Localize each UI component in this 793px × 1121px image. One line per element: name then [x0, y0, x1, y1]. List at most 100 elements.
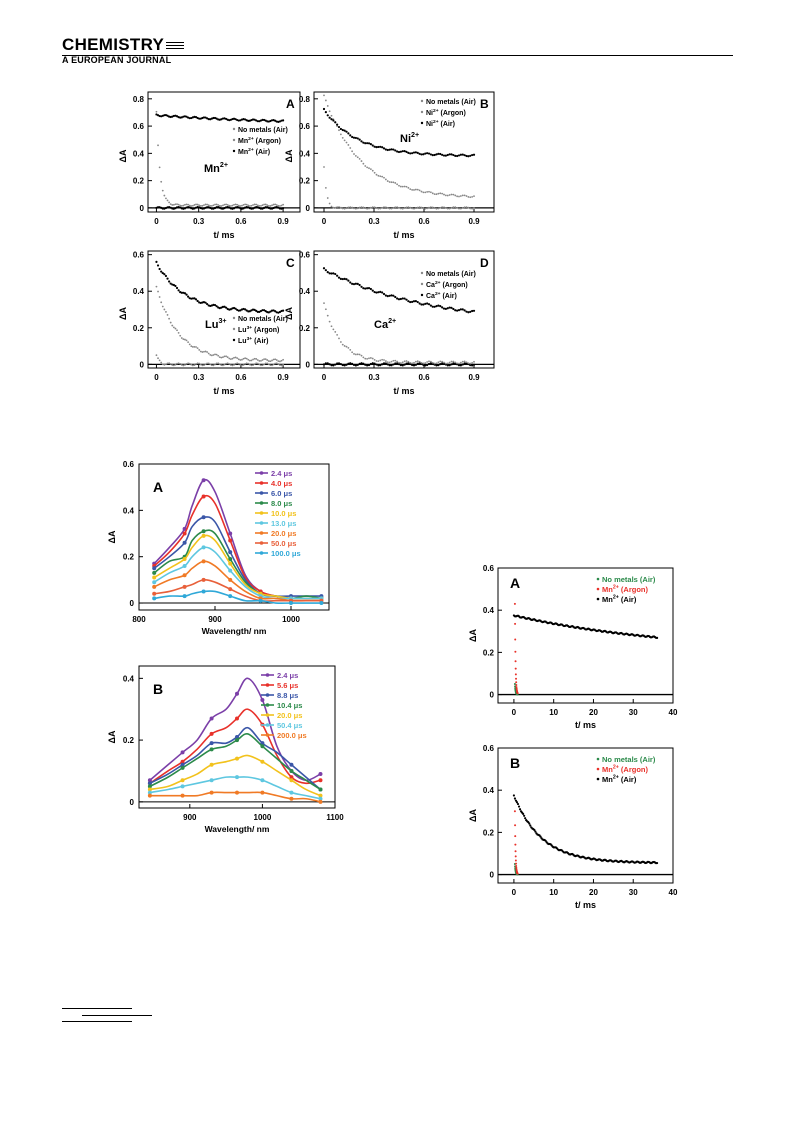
data-point: [418, 189, 421, 192]
data-point: [158, 296, 161, 298]
data-point: [416, 362, 419, 365]
data-point: [426, 302, 429, 305]
series-marker: [289, 601, 293, 606]
data-point: [461, 194, 464, 197]
data-point: [337, 125, 341, 129]
legend-marker: [259, 481, 264, 485]
data-point: [202, 116, 206, 119]
series-marker: [182, 584, 187, 589]
data-point: [349, 147, 352, 149]
data-point: [324, 111, 327, 114]
data-point: [467, 362, 470, 365]
data-point: [369, 143, 372, 146]
data-point: [403, 297, 406, 300]
legend-label-2: Mn2+ (Air): [602, 775, 637, 784]
data-point: [351, 150, 354, 153]
data-point: [428, 206, 430, 209]
data-point: [245, 362, 248, 365]
data-point: [242, 203, 245, 206]
series-marker: [235, 735, 239, 739]
data-point: [248, 363, 251, 366]
data-point: [338, 206, 340, 208]
data-point: [411, 189, 414, 191]
data-point: [339, 127, 342, 131]
data-point: [412, 300, 416, 303]
data-point: [251, 118, 255, 121]
data-point: [207, 352, 210, 355]
data-point: [282, 203, 285, 206]
data-point: [191, 346, 194, 348]
data-point: [324, 186, 327, 189]
data-point: [424, 207, 427, 210]
data-point: [469, 207, 472, 210]
data-point: [161, 207, 164, 210]
data-point: [158, 359, 161, 362]
data-point: [228, 204, 231, 207]
y-tick-label: 0.6: [483, 744, 495, 753]
data-point: [280, 359, 283, 362]
data-point: [448, 207, 451, 210]
legend-marker: [259, 471, 264, 475]
legend-label-1: Mn2+ (Argon): [602, 585, 649, 594]
data-point: [375, 363, 378, 366]
chart-top-A: 0 0.3 0.6 0.9 0 0.2 0.4 0.6 0.8 t/ ms ΔA A No metals…: [118, 91, 301, 240]
data-point: [269, 205, 272, 207]
data-point: [352, 282, 356, 286]
data-point: [264, 206, 267, 209]
data-point: [194, 298, 198, 301]
data-point: [439, 360, 442, 363]
data-point: [177, 289, 180, 292]
data-point: [326, 362, 329, 365]
data-point: [398, 361, 400, 364]
data-point: [354, 364, 357, 367]
data-point: [433, 153, 436, 157]
data-point: [279, 205, 281, 207]
data-point: [459, 364, 462, 367]
y-tick-label: 0: [140, 204, 145, 213]
data-point: [457, 154, 461, 157]
data-point: [443, 361, 445, 364]
data-point: [241, 204, 243, 207]
series-marker: [260, 744, 265, 749]
data-point: [416, 206, 419, 209]
data-point: [420, 361, 423, 364]
data-point: [439, 192, 442, 195]
data-point: [337, 276, 341, 279]
series-marker: [228, 531, 233, 536]
x-axis-label: Wavelength/ nm: [202, 626, 267, 636]
data-point: [375, 291, 378, 294]
data-point: [165, 311, 167, 313]
data-point: [212, 364, 215, 367]
data-point: [371, 362, 374, 365]
data-point: [446, 194, 449, 197]
chart-spec-A: 800 900 1000 0 0.2 0.4 0.6 Wavelength/ nm ΔA A 2.4…: [107, 460, 330, 636]
data-point: [446, 362, 449, 365]
data-point: [256, 359, 259, 361]
footnote-rule-mid: [82, 1015, 152, 1016]
data-point: [247, 310, 250, 313]
plot-frame: [497, 567, 674, 704]
data-point: [442, 154, 446, 157]
data-point: [334, 272, 337, 276]
data-point: [388, 148, 391, 151]
data-point: [220, 207, 223, 210]
data-point: [392, 148, 395, 151]
data-point: [461, 207, 464, 209]
x-tick-label: 10: [549, 888, 558, 897]
series-2: [147, 726, 323, 792]
legend-marker: [265, 703, 270, 707]
data-point: [465, 154, 468, 158]
data-point: [323, 166, 325, 168]
data-point: [401, 207, 404, 210]
data-point: [416, 300, 419, 304]
data-point: [231, 357, 234, 360]
data-point: [454, 206, 457, 209]
data-point: [384, 294, 387, 297]
legend-label-1: Ca2+ (Argon): [426, 280, 468, 289]
data-point: [403, 150, 406, 153]
data-point: [226, 362, 229, 365]
series-marker: [180, 762, 185, 767]
data-point: [414, 363, 417, 366]
data-point: [334, 121, 337, 124]
data-point: [459, 207, 462, 210]
